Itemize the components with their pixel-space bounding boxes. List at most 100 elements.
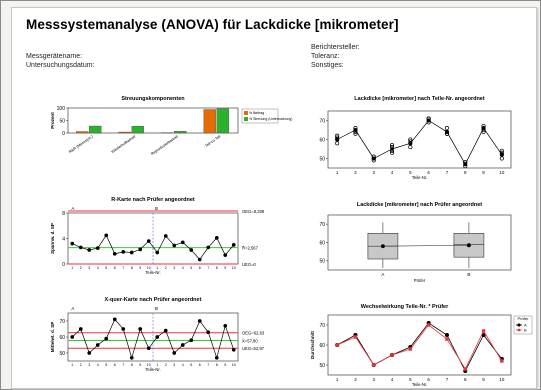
rkarte-xtick-label: 4: [97, 266, 99, 270]
wechsel-xtick-label: 2: [354, 377, 357, 382]
rkarte-point: [163, 234, 168, 238]
teil-point: [335, 141, 340, 146]
xkarte-point: [146, 346, 151, 351]
report-page: Messsystemanalyse (ANOVA) für Lackdicke …: [11, 7, 537, 389]
streuung-ytick-label: 50: [59, 118, 65, 124]
wechsel-legend-marker-b: [517, 328, 521, 332]
teil-mean-point: [353, 128, 358, 132]
xkarte-point: [223, 323, 228, 328]
streuung-bar: [131, 126, 144, 134]
teil-plot-area: [327, 110, 512, 169]
wechsel-point-a: [444, 332, 450, 338]
xkarte-xtick-label: 2: [80, 363, 82, 367]
wechsel-xlabel: Teile-Nr.: [412, 382, 427, 387]
xkarte-point: [197, 319, 202, 323]
wechsel-xtick-label: 7: [446, 377, 449, 382]
xkarte-point: [155, 335, 160, 339]
wechsel-point-b: [445, 337, 449, 341]
teil-mean-point: [408, 141, 413, 146]
pruefer-xtick-label: A: [381, 272, 384, 277]
rkarte-point: [129, 250, 134, 255]
wechsel-xtick-label: 4: [391, 377, 394, 382]
teil-mean-point: [481, 126, 486, 130]
xkarte-ytick-label: 70: [59, 319, 65, 325]
wechsel-series-line-b: [336, 324, 503, 370]
streuung-category-label: Wiederholbarkeit: [111, 134, 137, 154]
teil-point: [481, 129, 486, 134]
teil-xtick-label: 5: [409, 170, 412, 175]
streuung-ytick-label: 100: [57, 106, 66, 112]
streuung-ylabel: Prozent: [50, 112, 55, 129]
wechsel-point-b: [372, 363, 376, 367]
teil-xtick-label: 9: [482, 170, 485, 175]
wechsel-point-b: [390, 353, 394, 357]
rkarte-group-label-b: B: [155, 206, 158, 211]
xkarte-point: [129, 355, 134, 360]
wechsel-series-line-a: [336, 322, 503, 372]
pruefer-ytick-label: 60: [319, 240, 325, 246]
wechsel-point-b: [481, 329, 486, 333]
xkarte-point: [70, 335, 75, 339]
xkarte-point: [172, 351, 177, 355]
pruefer-ytick-label: 70: [319, 222, 325, 228]
teil-mean-point: [445, 130, 449, 134]
rkarte-point: [70, 241, 75, 246]
rkarte-xtick-label: 2: [165, 266, 167, 270]
xkarte-xtick-label: 1: [71, 363, 73, 367]
rkarte-xtick-label: 2: [80, 266, 82, 270]
teil-mean-line: [336, 120, 503, 165]
teil-mean-point: [390, 147, 394, 151]
streuung-category-label: Teil-zu-Teil: [204, 134, 221, 148]
rkarte-xtick-label: 9: [224, 266, 226, 270]
rkarte-ytick-label: 8: [62, 211, 65, 217]
xkarte-point: [206, 330, 211, 335]
rkarte-ytick-label: 0: [62, 262, 65, 268]
rkarte-limit-label: UEG=0: [242, 262, 257, 267]
rkarte-point: [206, 245, 211, 250]
rkarte-point: [155, 250, 160, 255]
xkarte-point: [104, 336, 109, 341]
rkarte-xtick-label: 1: [71, 266, 73, 270]
rkarte-point: [146, 239, 151, 243]
teil-ytick-label: 50: [319, 156, 325, 162]
xkarte-group-label-a: A: [71, 306, 74, 311]
xkarte-xtick-label: 2: [165, 363, 167, 367]
wechsel-point-b: [463, 367, 467, 371]
pruefer-title: Lackdicke [mikrometer] nach Prüfer angeo…: [357, 202, 482, 208]
rkarte-xtick-label: 1: [156, 266, 158, 270]
xkarte-xtick-label: 6: [114, 363, 116, 367]
xkarte-point: [231, 347, 236, 352]
streuung-bar: [203, 109, 216, 134]
teil-ytick-label: 60: [319, 137, 325, 143]
teil-point: [499, 156, 504, 161]
teil-xlabel: Teile-Nr.: [412, 175, 427, 180]
pruefer-mean-line: [382, 244, 469, 247]
teil-point: [335, 133, 340, 138]
rkarte-ytick-label: 4: [62, 236, 65, 242]
wechsel-xtick-label: 6: [427, 377, 430, 382]
xkarte-point: [121, 327, 126, 331]
xkarte-point: [87, 351, 92, 355]
streuung-legend-swatch: [244, 111, 248, 115]
teil-xtick-label: 1: [336, 170, 339, 175]
xkarte-xtick-label: 3: [88, 363, 90, 367]
meta-datum: Untersuchungsdatum:: [26, 62, 95, 69]
teil-mean-point: [426, 118, 431, 123]
rkarte-point: [172, 243, 177, 248]
rkarte-xtick-label: 7: [207, 266, 209, 270]
rkarte-point: [95, 246, 100, 250]
xkarte-xtick-label: 6: [199, 363, 201, 367]
rkarte-xtick-label: 3: [88, 266, 90, 270]
streuung-legend-box: [241, 108, 279, 124]
rkarte-point: [197, 257, 202, 262]
streuung-title: Streuungskomponenten: [121, 96, 185, 102]
xkarte-limit-label: UEG=52,97: [242, 346, 265, 351]
teil-point: [499, 148, 504, 153]
wechsel-point-b: [500, 359, 504, 363]
wechsel-plot-area: [327, 314, 512, 376]
streuung-category-label: Reproduzierbarkeit: [150, 134, 179, 156]
streuung-legend-swatch: [244, 117, 248, 121]
streuung-bar: [118, 131, 131, 134]
rkarte-xtick-label: 6: [199, 266, 201, 270]
report-title: Messsystemanalyse (ANOVA) für Lackdicke …: [26, 17, 399, 32]
